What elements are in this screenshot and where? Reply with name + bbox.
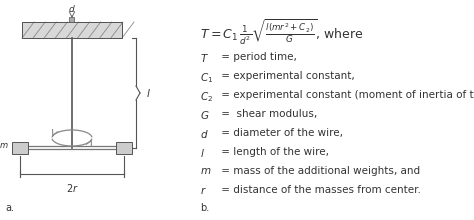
- Text: = diameter of the wire,: = diameter of the wire,: [218, 128, 343, 138]
- Bar: [22, 22, 122, 38]
- Text: $T = C_1\,\frac{1}{d^2}\sqrt{\frac{l(mr^2+C_2)}{G}}$, where: $T = C_1\,\frac{1}{d^2}\sqrt{\frac{l(mr^…: [200, 18, 364, 47]
- Text: $d$: $d$: [68, 4, 76, 15]
- Bar: [70, 17, 74, 22]
- Text: a.: a.: [5, 203, 14, 213]
- Bar: [116, 142, 132, 154]
- Bar: [12, 142, 28, 154]
- Text: = distance of the masses from center.: = distance of the masses from center.: [218, 185, 421, 195]
- Text: $C_2$: $C_2$: [200, 90, 213, 104]
- Text: $T$: $T$: [200, 52, 209, 64]
- Bar: [22, 22, 122, 38]
- Text: $r$: $r$: [200, 185, 207, 196]
- Text: $C_1$: $C_1$: [200, 71, 213, 85]
- Text: $m$: $m$: [0, 141, 9, 150]
- Text: =  shear modulus,: = shear modulus,: [218, 109, 317, 119]
- Text: = period time,: = period time,: [218, 52, 297, 62]
- Text: $l$: $l$: [146, 87, 151, 99]
- Text: = experimental constant,: = experimental constant,: [218, 71, 355, 81]
- Text: = length of the wire,: = length of the wire,: [218, 147, 329, 157]
- Text: = mass of the additional weights, and: = mass of the additional weights, and: [218, 166, 420, 176]
- Text: = experimental constant (moment of inertia of the rod),: = experimental constant (moment of inert…: [218, 90, 474, 100]
- Text: $d$: $d$: [200, 128, 209, 140]
- Text: b.: b.: [200, 203, 209, 213]
- Text: $l$: $l$: [200, 147, 205, 159]
- Text: $m$: $m$: [200, 166, 211, 176]
- Text: $G$: $G$: [200, 109, 210, 121]
- Text: $2r$: $2r$: [65, 182, 78, 194]
